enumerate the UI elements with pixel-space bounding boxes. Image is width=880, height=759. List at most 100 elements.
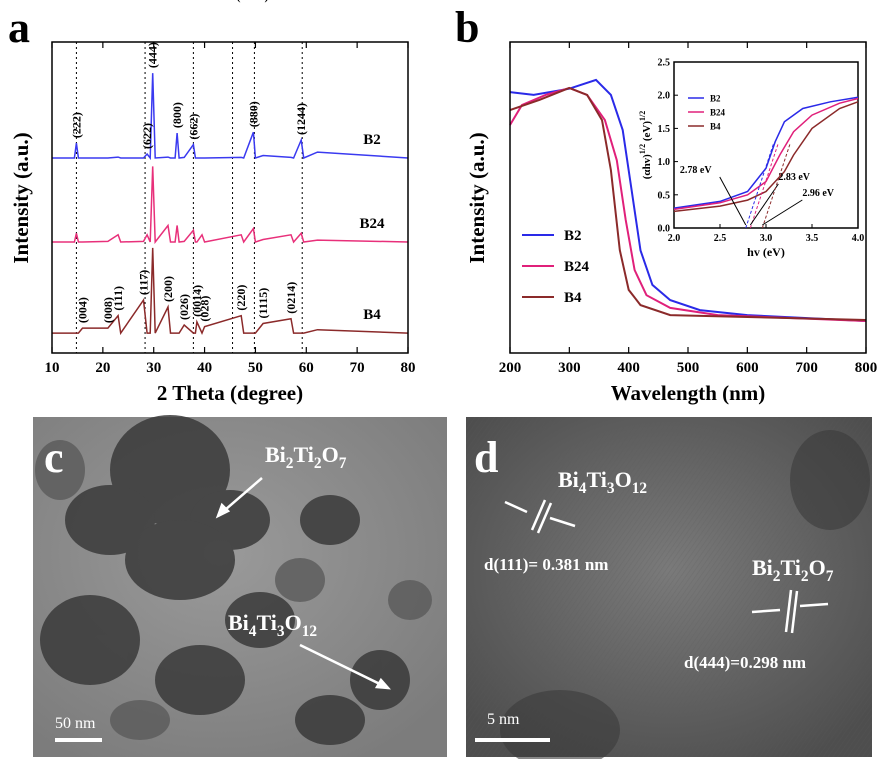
x-tick-label: 300 xyxy=(558,360,581,376)
peak-label: (622) xyxy=(140,123,154,149)
label-part: 3 xyxy=(607,480,615,497)
scale-bar-label: 50 nm xyxy=(55,715,96,732)
label-part: Bi xyxy=(265,442,286,467)
label-part: O xyxy=(285,610,302,635)
image-label: d(111)= 0.381 nm xyxy=(484,555,608,574)
legend-label: B2 xyxy=(710,94,721,104)
image-label: Bi2Ti2O7 xyxy=(752,555,834,585)
y-tick-label: 0.5 xyxy=(658,190,671,201)
legend-label: B24 xyxy=(710,108,726,118)
peak-label: (117) xyxy=(137,270,151,295)
label-part: 7 xyxy=(339,455,347,472)
image-label: Bi4Ti3O12 xyxy=(558,467,647,497)
xrd-line xyxy=(52,247,409,336)
peak-label: (1244) xyxy=(294,103,308,135)
x-tick-label: 500 xyxy=(677,360,700,376)
peak-label: (800) xyxy=(170,102,184,128)
x-axis-label: hv (eV) xyxy=(747,245,785,259)
legend-label: B4 xyxy=(564,290,582,306)
y-axis-label: Intensity (a.u.) xyxy=(9,132,33,263)
panel-label: a xyxy=(8,3,30,52)
x-tick-label: 800 xyxy=(855,360,878,376)
label-part: 12 xyxy=(632,480,648,497)
annotation-arrow xyxy=(749,183,779,226)
y-axis-label: Intensity (a.u.) xyxy=(465,132,489,263)
peak-label: (004) xyxy=(76,297,90,323)
x-axis-label: 2 Theta (degree) xyxy=(157,381,303,405)
label-part: Ti xyxy=(587,467,607,492)
label-part: O xyxy=(322,442,339,467)
label-part: 4 xyxy=(249,623,257,640)
legend-label: B24 xyxy=(564,259,590,275)
annotation-label: 2.78 eV xyxy=(680,165,712,176)
x-tick-label: 600 xyxy=(736,360,759,376)
label-part: 3 xyxy=(277,623,285,640)
annotation-label: 2.83 eV xyxy=(778,172,810,183)
y-axis-label-part: (αhv) xyxy=(641,154,653,179)
annotation-label: 2.96 eV xyxy=(802,188,834,199)
peak-label: (0014) xyxy=(190,285,204,317)
y-tick-label: 2.0 xyxy=(658,91,671,102)
peak-label: (662) xyxy=(186,114,200,140)
series-label: B24 xyxy=(359,216,385,232)
label-part: Bi xyxy=(558,467,579,492)
x-tick-label: 400 xyxy=(617,360,640,376)
peak-label: (026) xyxy=(177,294,191,320)
x-axis-label: Wavelength (nm) xyxy=(611,381,766,405)
image-label: Bi2Ti2O7 xyxy=(265,442,347,472)
x-tick-label: 10 xyxy=(45,360,60,376)
peak-label: (222) xyxy=(69,112,83,138)
xrd-line xyxy=(52,73,409,161)
panel-label: b xyxy=(455,3,479,52)
label-part: Ti xyxy=(257,610,277,635)
tauc-line xyxy=(673,97,859,211)
y-axis-label-part: 1/2 xyxy=(638,111,647,121)
image-label: Bi4Ti3O12 xyxy=(228,610,317,640)
peak-label: (200) xyxy=(161,276,175,302)
panel-c-image xyxy=(33,415,447,757)
plot-frame xyxy=(51,41,409,354)
label-part: O xyxy=(809,555,826,580)
absorbance-line xyxy=(509,86,867,322)
x-tick-label: 4.0 xyxy=(852,233,865,244)
series-label: B2 xyxy=(363,132,381,148)
y-axis-label-part: (eV) xyxy=(641,121,653,144)
tauc-line xyxy=(673,96,859,209)
y-tick-label: 1.0 xyxy=(658,157,671,168)
xrd-line xyxy=(52,166,409,245)
label-part: 4 xyxy=(579,480,587,497)
panel-label: c xyxy=(44,433,64,482)
peak-label: (1115) xyxy=(256,288,270,319)
x-tick-label: 2.0 xyxy=(668,233,681,244)
peak-label: (0214) xyxy=(284,282,298,314)
image-arrows xyxy=(55,477,829,742)
absorbance-line xyxy=(509,86,867,321)
label-part: Bi xyxy=(752,555,773,580)
series-label: B4 xyxy=(363,307,381,323)
label-part: 12 xyxy=(302,623,318,640)
label-part: 2 xyxy=(314,455,322,472)
label-part: Ti xyxy=(781,555,801,580)
image-label: d(444)=0.298 nm xyxy=(684,653,806,672)
x-tick-label: 2.5 xyxy=(714,233,727,244)
panel-label: d xyxy=(474,433,498,482)
panel-d-image xyxy=(466,417,872,759)
x-tick-label: 70 xyxy=(350,360,365,376)
peak-label: (028) xyxy=(198,296,212,322)
label-part: O xyxy=(615,467,632,492)
x-tick-label: 50 xyxy=(248,360,263,376)
legend-label: B4 xyxy=(710,122,721,132)
legend-label: B2 xyxy=(564,228,582,244)
x-tick-label: 20 xyxy=(95,360,110,376)
peak-label: (1022) xyxy=(237,0,269,3)
y-tick-label: 2.5 xyxy=(658,58,671,69)
label-part: 2 xyxy=(801,568,809,585)
label-part: 2 xyxy=(773,568,781,585)
y-tick-label: 1.5 xyxy=(658,124,671,135)
x-tick-label: 80 xyxy=(401,360,416,376)
y-axis-label: (αhv)1/2 (eV)1/2 xyxy=(638,111,653,179)
scale-bar-label: 5 nm xyxy=(487,711,520,728)
x-tick-label: 3.5 xyxy=(806,233,819,244)
x-tick-label: 30 xyxy=(146,360,161,376)
x-tick-label: 3.0 xyxy=(760,233,773,244)
